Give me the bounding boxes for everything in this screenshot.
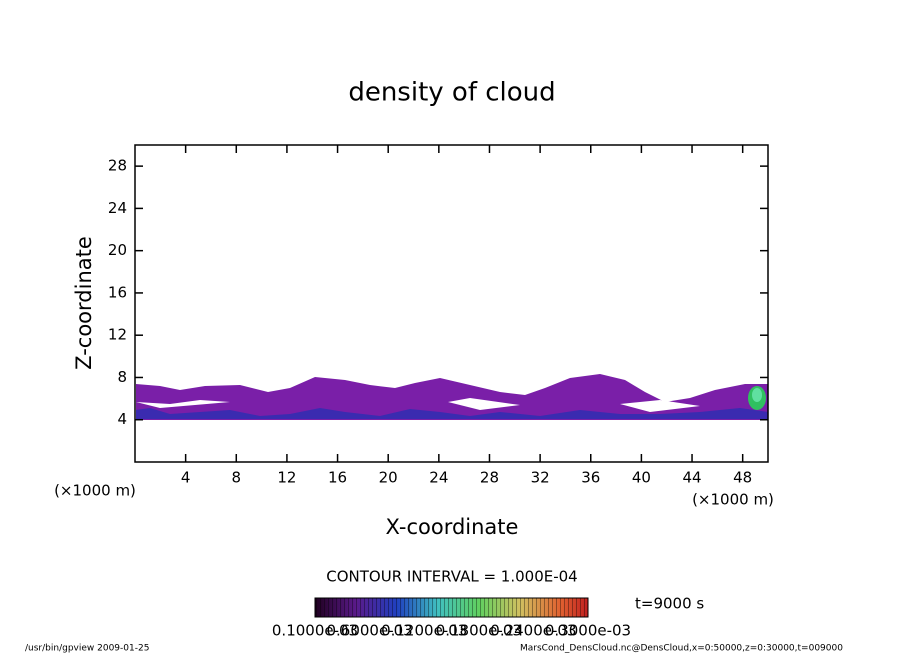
y-tick-label: 8 [117, 368, 127, 386]
x-tick-label: 4 [181, 469, 191, 487]
contour-interval: CONTOUR INTERVAL = 1.000E-04 [326, 568, 577, 586]
colorbar-label: 0.1800e-03 [436, 622, 522, 640]
colorbar-label: 0.3000e-03 [545, 622, 631, 640]
x-axis-title: X-coordinate [386, 515, 519, 539]
footer-right: MarsCond_DensCloud.nc@DensCloud,x=0:5000… [520, 644, 843, 654]
x-tick-label: 48 [733, 469, 752, 487]
cloud-contours [136, 374, 768, 420]
x-unit-label: (×1000 m) [54, 482, 136, 500]
x-tick-label: 20 [379, 469, 398, 487]
y-tick-label: 28 [108, 157, 127, 175]
x-tick-label: 8 [232, 469, 242, 487]
chart-title: density of cloud [348, 78, 555, 108]
x-tick-label: 36 [581, 469, 600, 487]
y-tick-label: 20 [108, 241, 127, 259]
x-tick-label: 28 [480, 469, 499, 487]
colorbar-label: 0.2400e-03 [490, 622, 576, 640]
y-tick-label: 16 [108, 283, 127, 301]
x-tick-label: 32 [531, 469, 550, 487]
y-tick-label: 4 [117, 410, 127, 428]
x-tick-label: 12 [277, 469, 296, 487]
x-tick-label: 44 [682, 469, 701, 487]
x-tick-label: 16 [328, 469, 347, 487]
time-label: t=9000 s [635, 595, 704, 613]
x-unit-label: (×1000 m) [692, 491, 774, 509]
x-tick-label: 40 [632, 469, 651, 487]
plot-frame [134, 144, 769, 463]
x-tick-label: 24 [429, 469, 448, 487]
colorbar-levels [315, 598, 588, 617]
colorbar-label: 0.1000e-03 [272, 622, 358, 640]
colorbar-label: 0.6000e-03 [326, 622, 412, 640]
y-tick-label: 12 [108, 326, 127, 344]
colorbar-label: 0.1200e-03 [381, 622, 467, 640]
y-axis-title: Z-coordinate [72, 236, 96, 370]
footer-left: /usr/bin/gpview 2009-01-25 [25, 644, 149, 654]
y-tick-label: 24 [108, 199, 127, 217]
